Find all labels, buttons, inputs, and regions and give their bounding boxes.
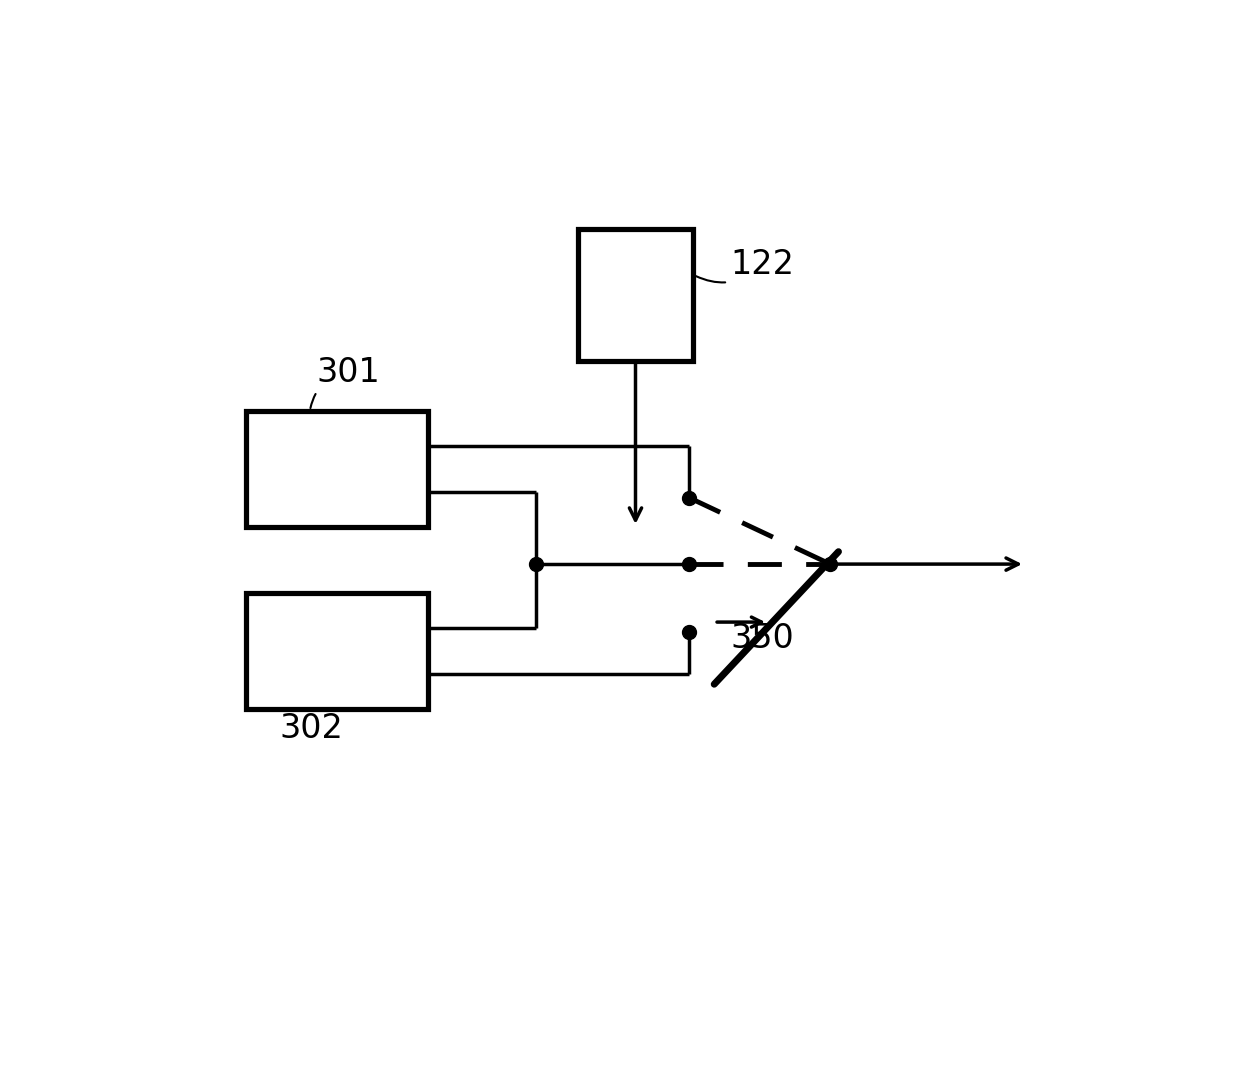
Bar xyxy=(246,593,428,709)
Bar xyxy=(578,228,693,362)
Text: 302: 302 xyxy=(279,709,343,745)
Text: 301: 301 xyxy=(310,356,381,408)
Bar xyxy=(246,411,428,527)
Text: 350: 350 xyxy=(730,622,795,655)
Text: 122: 122 xyxy=(696,249,795,282)
